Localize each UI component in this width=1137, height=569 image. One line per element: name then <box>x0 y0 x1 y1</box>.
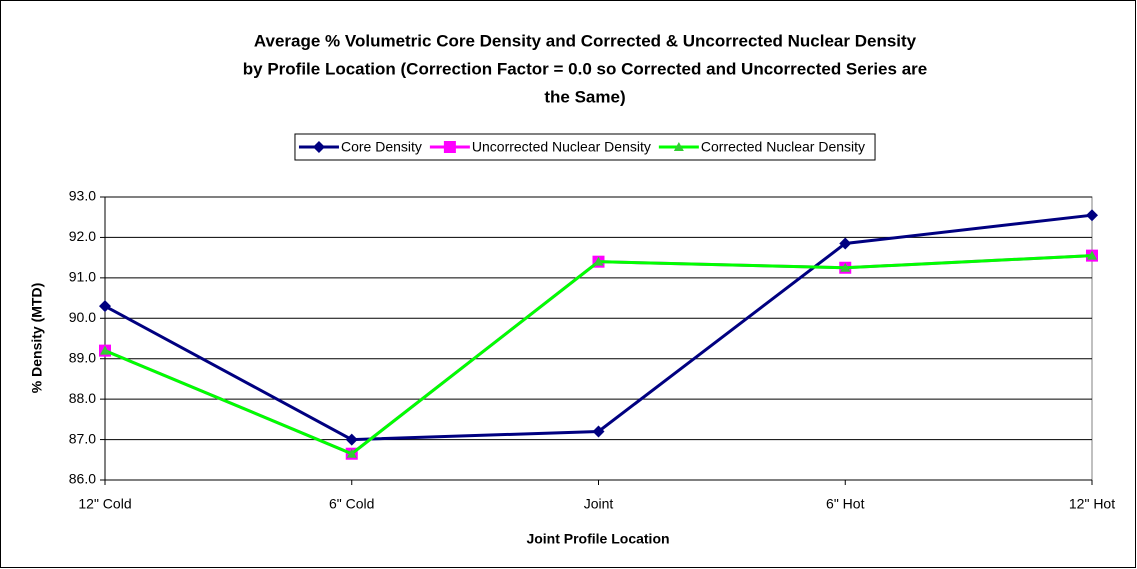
plot-area <box>104 196 1093 481</box>
x-tick-label: 6" Cold <box>329 496 374 512</box>
chart-title: Average % Volumetric Core Density and Co… <box>254 31 917 50</box>
x-axis-title: Joint Profile Location <box>526 531 669 547</box>
y-tick-label: 87.0 <box>69 430 96 446</box>
y-tick-label: 92.0 <box>69 228 96 244</box>
x-tick-label: 12" Hot <box>1069 496 1115 512</box>
x-tick-label: 6" Hot <box>826 496 865 512</box>
marker <box>592 425 605 438</box>
marker <box>840 262 851 272</box>
marker <box>312 141 325 153</box>
chart-title: by Profile Location (Correction Factor =… <box>243 59 927 78</box>
legend-label: Corrected Nuclear Density <box>701 139 865 155</box>
y-tick-label: 86.0 <box>69 471 96 487</box>
marker <box>443 141 456 153</box>
legend-label: Uncorrected Nuclear Density <box>472 139 651 155</box>
marker <box>673 142 684 151</box>
y-tick-label: 93.0 <box>69 188 96 204</box>
marker <box>345 433 358 446</box>
y-tick-label: 88.0 <box>69 390 96 406</box>
y-tick-label: 90.0 <box>69 309 96 325</box>
legend-box <box>294 133 876 161</box>
marker <box>1086 209 1098 222</box>
chart-title: the Same) <box>544 87 625 106</box>
y-tick-label: 89.0 <box>69 349 96 365</box>
y-axis-title: % Density (MTD) <box>29 283 45 393</box>
marker <box>839 237 852 250</box>
marker <box>100 345 110 355</box>
marker <box>99 300 111 313</box>
x-tick-label: Joint <box>584 496 614 512</box>
x-tick-label: 12" Cold <box>78 496 131 512</box>
marker <box>1087 250 1097 260</box>
marker <box>593 256 604 266</box>
y-tick-label: 91.0 <box>69 269 96 285</box>
marker <box>346 448 357 458</box>
legend-label: Core Density <box>341 139 422 155</box>
legend: Core Density Uncorrected Nuclear Density C… <box>294 133 876 161</box>
